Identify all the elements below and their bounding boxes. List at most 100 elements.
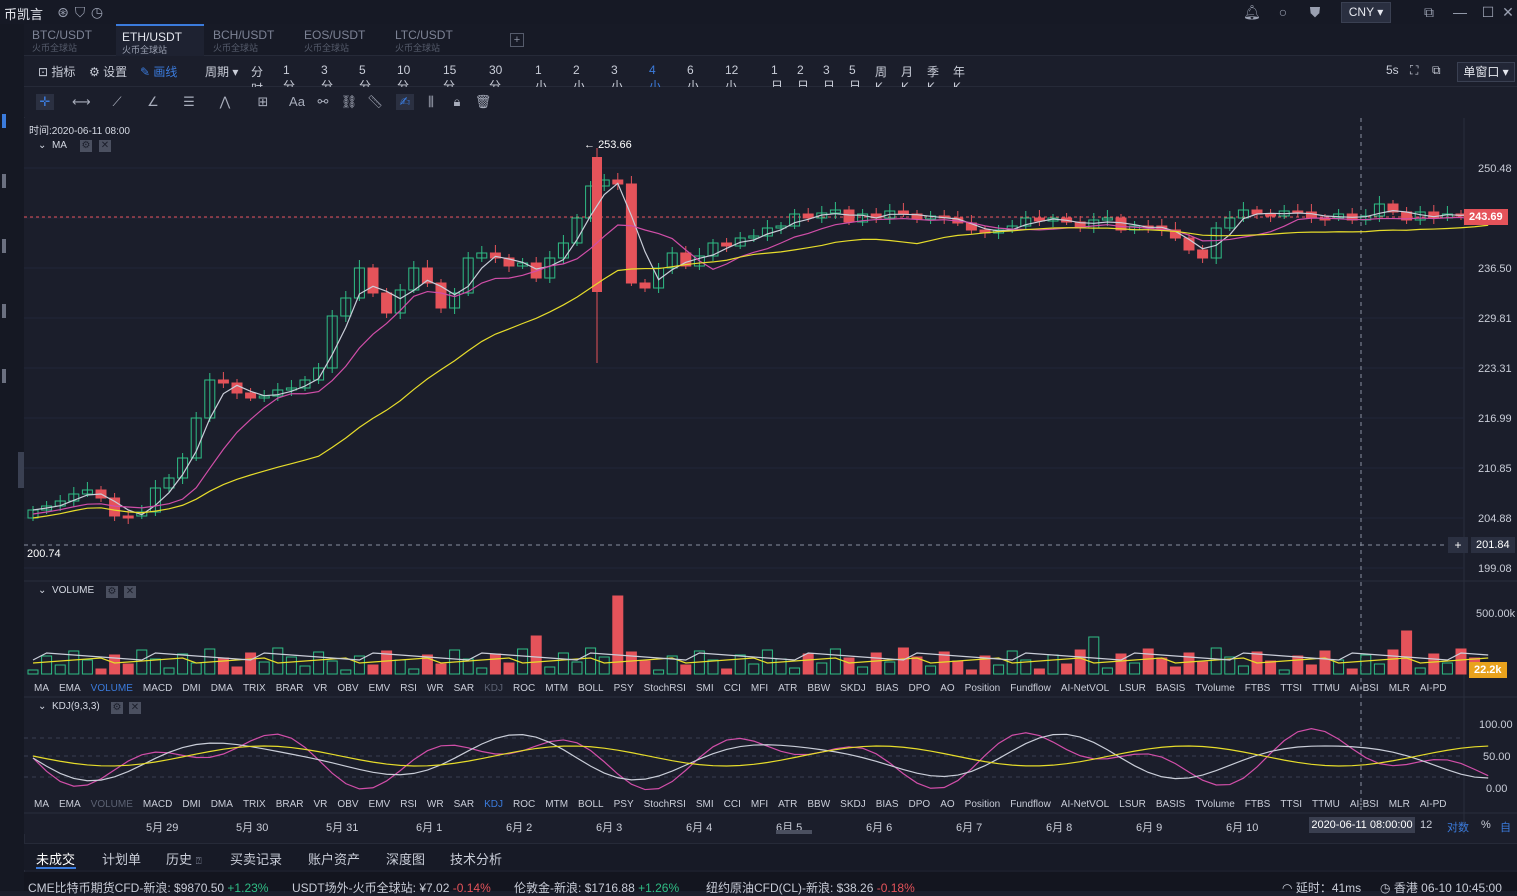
kline-chart[interactable]: [24, 118, 1517, 834]
horizontal-line-icon[interactable]: ⟷: [72, 94, 91, 109]
settings-button[interactable]: ⚙ 设置: [89, 65, 128, 79]
pencil-icon[interactable]: ✍: [396, 94, 414, 110]
restore-icon[interactable]: ⧉: [1424, 4, 1434, 20]
indicator-ttsi[interactable]: TTSI: [1280, 683, 1303, 694]
indicator-ema[interactable]: EMA: [59, 683, 81, 694]
indicator-position[interactable]: Position: [964, 799, 1001, 810]
indicator-button[interactable]: ⊡ 指标: [38, 65, 76, 79]
indicator-ftbs[interactable]: FTBS: [1244, 683, 1271, 694]
indicator-ttmu[interactable]: TTMU: [1312, 683, 1340, 694]
indicator-wr[interactable]: WR: [426, 683, 444, 694]
indicator-mtm[interactable]: MTM: [545, 683, 569, 694]
indicator-psy[interactable]: PSY: [613, 683, 634, 694]
indicator-cci[interactable]: CCI: [723, 799, 741, 810]
indicator-kdj[interactable]: KDJ: [484, 799, 504, 810]
settings-icon[interactable]: ⊛: [57, 4, 69, 20]
pattern-icon[interactable]: ⚯: [317, 94, 329, 109]
indicator-dma[interactable]: DMA: [210, 799, 233, 810]
minimize-icon[interactable]: —: [1453, 4, 1467, 20]
ticker-item[interactable]: USDT场外-火币全球站: ¥7.02 -0.14%: [292, 881, 491, 895]
indicator-fundflow[interactable]: Fundflow: [1010, 799, 1051, 810]
indicator-ai-pd[interactable]: AI-PD: [1419, 683, 1447, 694]
indicator-position[interactable]: Position: [964, 683, 1001, 694]
tab-btc-usdt[interactable]: BTC/USDT 火币全球站: [32, 28, 92, 53]
wave-icon[interactable]: ⋀: [219, 94, 231, 109]
add-tab-button[interactable]: +: [510, 33, 524, 47]
tab-bch-usdt[interactable]: BCH/USDT 火币全球站: [213, 28, 275, 53]
tab-eos-usdt[interactable]: EOS/USDT 火币全球站: [304, 28, 366, 53]
trend-line-icon[interactable]: ⟋: [112, 94, 122, 109]
indicator-dma[interactable]: DMA: [210, 683, 233, 694]
indicator-brar[interactable]: BRAR: [275, 683, 304, 694]
indicator-wr[interactable]: WR: [426, 799, 444, 810]
kdj-close-icon[interactable]: ✕: [129, 702, 141, 714]
indicator-mfi[interactable]: MFI: [750, 799, 769, 810]
indicator-kdj[interactable]: KDJ: [484, 683, 504, 694]
indicator-atr[interactable]: ATR: [778, 799, 798, 810]
indicator-tvolume[interactable]: TVolume: [1195, 799, 1235, 810]
indicator-ai-pd[interactable]: AI-PD: [1419, 799, 1447, 810]
indicator-ai-bsi[interactable]: AI-BSI: [1349, 799, 1379, 810]
indicator-basis[interactable]: BASIS: [1155, 799, 1186, 810]
indicator-roc[interactable]: ROC: [513, 683, 536, 694]
indicator-boll[interactable]: BOLL: [578, 683, 604, 694]
add-price-alert-button[interactable]: +: [1448, 537, 1468, 553]
indicator-lsur[interactable]: LSUR: [1119, 683, 1146, 694]
tab-trade-records[interactable]: 买卖记录: [230, 852, 283, 867]
indicator-bias[interactable]: BIAS: [875, 799, 899, 810]
indicator-roc[interactable]: ROC: [513, 799, 536, 810]
lock-icon[interactable]: 🔒︎: [453, 94, 461, 109]
indicator-ttsi[interactable]: TTSI: [1280, 799, 1303, 810]
indicator-obv[interactable]: OBV: [337, 799, 359, 810]
currency-select[interactable]: CNY ▾: [1341, 2, 1391, 23]
indicator-mtm[interactable]: MTM: [545, 799, 569, 810]
scroll-handle[interactable]: [776, 830, 812, 834]
indicator-ao[interactable]: AO: [940, 799, 955, 810]
tab-ltc-usdt[interactable]: LTC/USDT 火币全球站: [395, 28, 453, 53]
indicator-skdj[interactable]: SKDJ: [840, 683, 866, 694]
indicator-obv[interactable]: OBV: [337, 683, 359, 694]
indicator-stochrsi[interactable]: StochRSI: [643, 683, 686, 694]
indicator-mfi[interactable]: MFI: [750, 683, 769, 694]
ticker-item[interactable]: CME比特币期货CFD-新浪: $9870.50 +1.23%: [28, 881, 269, 895]
indicator-emv[interactable]: EMV: [368, 683, 391, 694]
trash-icon[interactable]: 🗑︎: [474, 94, 492, 109]
candles-icon[interactable]: ⫼: [428, 94, 434, 109]
ticker-item[interactable]: 纽约原油CFD(CL)-新浪: $38.26 -0.18%: [706, 881, 915, 895]
indicator-skdj[interactable]: SKDJ: [840, 799, 866, 810]
indicator-psy[interactable]: PSY: [613, 799, 634, 810]
draw-button[interactable]: ✎ 画线: [140, 65, 178, 79]
refresh-interval[interactable]: 5s: [1386, 63, 1399, 77]
indicator-ai-netvol[interactable]: AI-NetVOL: [1060, 683, 1110, 694]
indicator-trix[interactable]: TRIX: [242, 799, 266, 810]
indicator-dmi[interactable]: DMI: [182, 683, 201, 694]
indicator-ai-netvol[interactable]: AI-NetVOL: [1060, 799, 1110, 810]
indicator-fundflow[interactable]: Fundflow: [1010, 683, 1051, 694]
indicator-mlr[interactable]: MLR: [1388, 799, 1410, 810]
indicator-ttmu[interactable]: TTMU: [1312, 799, 1340, 810]
tab-open-orders[interactable]: 未成交: [36, 852, 76, 867]
grid-icon[interactable]: ⊞: [257, 94, 269, 109]
tab-technical-analysis[interactable]: 技术分析: [450, 852, 503, 867]
ticker-item[interactable]: 伦敦金-新浪: $1716.88 +1.26%: [514, 881, 680, 895]
indicator-volume[interactable]: VOLUME: [90, 799, 133, 810]
tab-plan-orders[interactable]: 计划单: [102, 852, 142, 867]
tab-eth-usdt[interactable]: ETH/USDT 火币全球站: [116, 24, 204, 57]
tab-history[interactable]: 历史 ⍰: [166, 852, 202, 867]
clock-icon[interactable]: ◷: [90, 4, 104, 20]
indicator-ao[interactable]: AO: [940, 683, 955, 694]
indicator-rsi[interactable]: RSI: [400, 799, 417, 810]
search-icon[interactable]: ○: [1278, 4, 1288, 20]
indicator-vr[interactable]: VR: [313, 799, 328, 810]
crosshair-icon[interactable]: ✛: [36, 94, 54, 110]
indicator-bbw[interactable]: BBW: [807, 683, 831, 694]
tab-account-assets[interactable]: 账户资产: [308, 852, 361, 867]
indicator-stochrsi[interactable]: StochRSI: [643, 799, 686, 810]
ruler-icon[interactable]: 📏︎: [366, 94, 384, 109]
volume-settings-icon[interactable]: ⚙: [106, 586, 118, 598]
indicator-macd[interactable]: MACD: [142, 683, 173, 694]
auto-scale-toggle[interactable]: 自: [1500, 822, 1511, 834]
indicator-dpo[interactable]: DPO: [908, 683, 931, 694]
indicator-basis[interactable]: BASIS: [1155, 683, 1186, 694]
indicator-bbw[interactable]: BBW: [807, 799, 831, 810]
